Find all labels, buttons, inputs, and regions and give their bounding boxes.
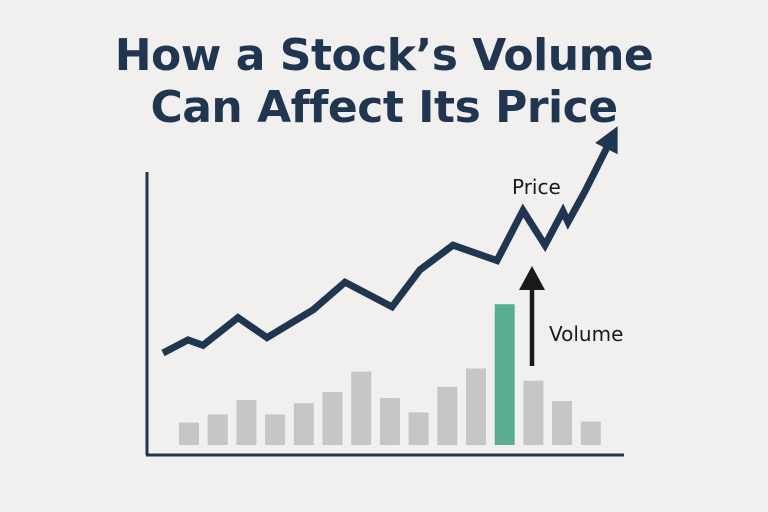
volume-bar-highlight	[494, 304, 515, 445]
volume-bar	[580, 421, 601, 445]
volume-bar	[236, 400, 257, 445]
volume-label: Volume	[549, 322, 623, 346]
title-line-2: Can Affect Its Price	[150, 82, 618, 133]
volume-bar	[179, 422, 199, 445]
volume-bar	[466, 368, 486, 445]
price-label: Price	[512, 175, 561, 199]
title-line-1: How a Stock’s Volume	[114, 30, 654, 81]
volume-bar	[293, 403, 314, 445]
price-line	[161, 126, 618, 357]
volume-bar	[265, 414, 286, 445]
volume-bar	[552, 401, 573, 445]
volume-bar	[351, 371, 372, 445]
volume-bar	[207, 414, 228, 445]
volume-bar	[437, 386, 458, 445]
volume-bar	[408, 412, 429, 445]
volume-bar	[379, 398, 400, 445]
volume-bar	[322, 392, 343, 445]
chart-title: How a Stock’s Volume Can Affect Its Pric…	[0, 30, 768, 134]
volume-arrow-head	[519, 266, 545, 290]
volume-arrow-icon	[519, 266, 545, 366]
volume-bars	[179, 304, 601, 445]
volume-bar	[523, 380, 544, 445]
